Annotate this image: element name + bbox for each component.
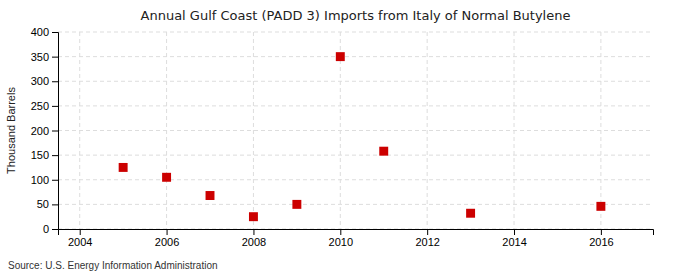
x-axis: 2004 2006 2008 2010 2012 2014 2016 (59, 229, 654, 248)
x-tick-label: 2014 (502, 236, 526, 248)
y-tick-mark (52, 32, 58, 33)
x-tick-label: 2008 (242, 236, 266, 248)
y-tick-label: 250 (31, 100, 49, 112)
y-tick: 350 (31, 51, 58, 63)
y-tick-mark (52, 57, 58, 58)
x-tick: 2004 (68, 229, 92, 248)
x-tick: 2010 (329, 229, 353, 248)
y-tick-mark (52, 180, 58, 181)
y-tick-label: 50 (37, 198, 49, 210)
plot-area: 2004 2006 2008 2010 2012 2014 2016 0 50 100 150 200… (31, 26, 654, 248)
y-tick: 200 (31, 125, 58, 137)
grid-line-y (58, 81, 653, 82)
x-tick-label: 2004 (68, 236, 92, 248)
y-tick-mark (52, 106, 58, 107)
x-tick-label: 2006 (155, 236, 179, 248)
x-tick-mark (253, 229, 254, 235)
x-tick: 2008 (242, 229, 266, 248)
x-tick-mark (427, 229, 428, 235)
y-tick: 0 (43, 223, 58, 235)
x-tick-mark (601, 229, 602, 235)
y-tick-mark (52, 204, 58, 205)
y-axis-label: Thousand Barrels (5, 87, 17, 174)
y-tick-mark (52, 155, 58, 156)
grid-line-y (58, 130, 653, 131)
y-tick-label: 0 (43, 223, 49, 235)
grid (58, 32, 653, 229)
y-tick: 150 (31, 149, 58, 161)
grid-line-x (427, 32, 428, 229)
y-tick: 250 (31, 100, 58, 112)
chart-svg: 2004 2006 2008 2010 2012 2014 2016 0 50 100 150 200… (0, 0, 675, 275)
y-tick-label: 150 (31, 149, 49, 161)
point (162, 173, 171, 182)
x-tick-label: 2016 (589, 236, 613, 248)
x-tick-mark (514, 229, 515, 235)
point (206, 191, 215, 200)
x-tick-mark (340, 229, 341, 235)
x-tick: 2012 (415, 229, 439, 248)
y-tick-label: 400 (31, 26, 49, 38)
x-tick: 2014 (502, 229, 526, 248)
grid-line-y (58, 155, 653, 156)
y-axis: 0 50 100 150 200 250 300 350 400 (31, 26, 59, 235)
point (292, 200, 301, 209)
grid-line-y (58, 105, 653, 106)
x-tick: 2006 (155, 229, 179, 248)
grid-line-y (58, 32, 653, 33)
point (379, 147, 388, 156)
grid-line-y (58, 179, 653, 180)
x-tick-mark (80, 229, 81, 235)
grid-line-x (253, 32, 254, 229)
chart-container: 2004 2006 2008 2010 2012 2014 2016 0 50 100 150 200… (0, 0, 675, 275)
y-axis-line (52, 33, 59, 230)
x-axis-line (59, 230, 654, 236)
y-tick-label: 100 (31, 174, 49, 186)
title: Annual Gulf Coast (PADD 3) Imports from … (141, 8, 571, 23)
grid-line-y (58, 204, 653, 205)
y-tick: 50 (37, 198, 58, 210)
source-note: Source: U.S. Energy Information Administ… (8, 260, 218, 271)
point (466, 209, 475, 218)
y-tick-label: 350 (31, 51, 49, 63)
y-tick-label: 300 (31, 75, 49, 87)
x-tick-label: 2010 (329, 236, 353, 248)
x-tick-mark (167, 229, 168, 235)
y-tick: 300 (31, 75, 58, 87)
y-tick-mark (52, 131, 58, 132)
point (336, 52, 345, 61)
point (119, 163, 128, 172)
y-tick-mark (52, 81, 58, 82)
y-tick: 100 (31, 174, 58, 186)
x-tick: 2016 (589, 229, 613, 248)
grid-line-y (58, 56, 653, 57)
points (119, 52, 606, 221)
y-tick: 400 (31, 26, 58, 38)
y-tick-label: 200 (31, 125, 49, 137)
point (249, 212, 258, 221)
point (596, 202, 605, 211)
x-tick-label: 2012 (415, 236, 439, 248)
y-tick-mark (52, 229, 58, 230)
